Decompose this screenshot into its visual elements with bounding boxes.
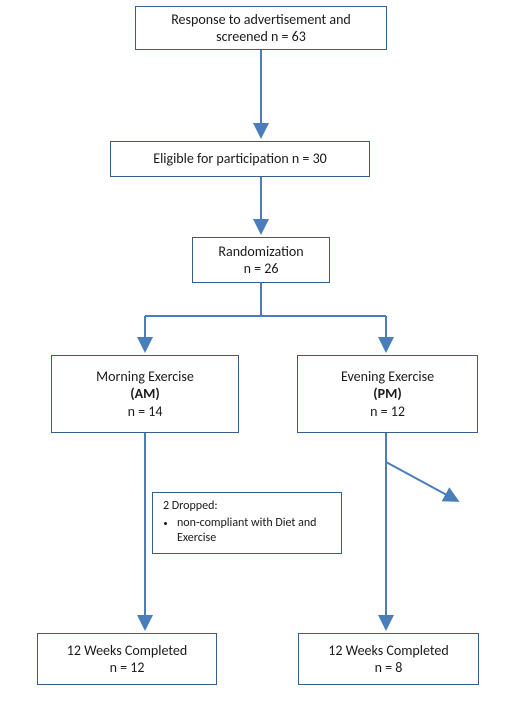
node-randomization-line2: n = 26 <box>244 260 279 278</box>
node-pm-complete: 12 Weeks Completed n = 8 <box>298 633 479 685</box>
node-eligible-line1: Eligible for participation n = 30 <box>153 150 327 168</box>
node-randomization: Randomization n = 26 <box>192 237 330 283</box>
node-am-complete-line2: n = 12 <box>110 659 145 677</box>
node-randomization-line1: Randomization <box>218 243 303 261</box>
node-am-complete: 12 Weeks Completed n = 12 <box>37 633 217 685</box>
node-am-complete-line1: 12 Weeks Completed <box>67 642 187 660</box>
node-am-line1: Morning Exercise <box>96 368 194 386</box>
node-pm-line3: n = 12 <box>370 403 405 421</box>
node-am: Morning Exercise (AM) n = 14 <box>51 355 239 433</box>
node-pm-bold: (PM) <box>373 385 401 403</box>
node-pm: Evening Exercise (PM) n = 12 <box>297 355 478 433</box>
node-pm-complete-line1: 12 Weeks Completed <box>328 642 448 660</box>
node-screened-line1: Response to advertisement and <box>171 11 351 29</box>
node-screened-line2: screened n = 63 <box>216 28 306 46</box>
node-dropped: 2 Dropped: non-compliant with Diet and E… <box>152 492 342 554</box>
node-am-line3: n = 14 <box>128 403 163 421</box>
node-am-bold: (AM) <box>130 385 159 403</box>
node-dropped-title: 2 Dropped: <box>163 499 218 513</box>
node-pm-line1: Evening Exercise <box>341 368 434 386</box>
node-dropped-bullet: non-compliant with Diet and Exercise <box>177 516 333 546</box>
node-screened: Response to advertisement and screened n… <box>135 6 387 50</box>
node-pm-complete-line2: n = 8 <box>375 659 403 677</box>
node-eligible: Eligible for participation n = 30 <box>110 141 370 177</box>
